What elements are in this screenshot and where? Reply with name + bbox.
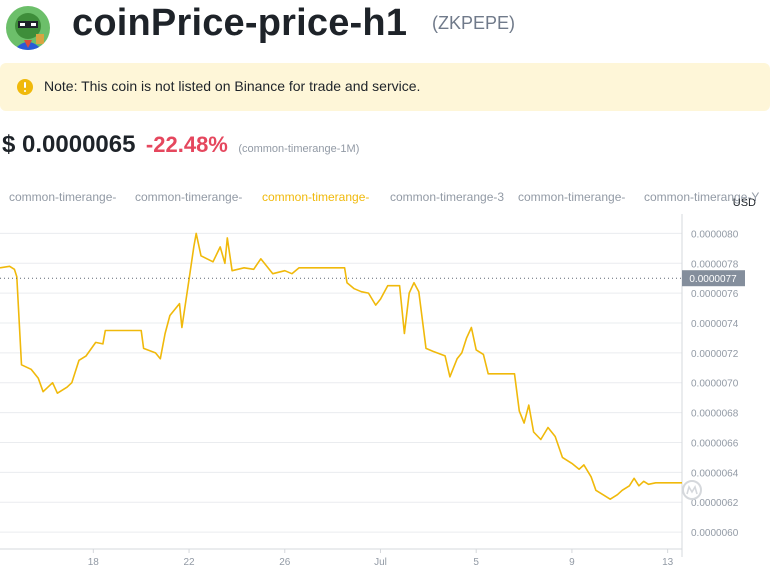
tab-timerange-2[interactable]: common-timerange- xyxy=(135,190,243,204)
watermark-ring xyxy=(682,480,702,500)
x-tick-label: 22 xyxy=(183,557,195,568)
current-price: $ 0.0000065 xyxy=(2,131,136,158)
y-axis: 0.0000060 0.0000062 0.0000064 0.0000066 0.00… xyxy=(691,229,739,539)
y-tick-label: 0.0000062 xyxy=(691,498,739,509)
chart-grid xyxy=(0,214,683,557)
y-tick-label: 0.0000064 xyxy=(691,468,739,479)
y-tick-label: 0.0000072 xyxy=(691,349,739,360)
y-tick-label: 0.0000076 xyxy=(691,289,739,300)
coin-logo-icon xyxy=(6,6,50,50)
page-title: coinPrice-price-h1 xyxy=(72,2,408,44)
price-chart[interactable]: 18 22 26 Jul 5 9 13 0.00000600.00000620.000006… xyxy=(0,212,783,575)
watermark-mark xyxy=(686,485,698,495)
x-tick-label: 26 xyxy=(279,557,291,568)
price-change-percent: -22.48% xyxy=(145,132,228,157)
y-tick-label: 0.0000078 xyxy=(691,259,739,270)
price-series xyxy=(0,232,682,500)
timerange-tabs: common-timerange- common-timerange- comm… xyxy=(0,190,765,208)
warning-icon xyxy=(17,79,33,95)
price-summary: $ 0.0000065 -22.48% (common-timerange-1M… xyxy=(2,131,359,161)
listing-note-banner: Note: This coin is not listed on Binance… xyxy=(0,63,770,111)
currency-label: USD xyxy=(732,197,756,209)
x-tick-label: 18 xyxy=(88,557,100,568)
y-tick-label: 0.0000080 xyxy=(691,229,739,240)
x-tick-label: Jul xyxy=(374,557,387,568)
x-tick-label: 13 xyxy=(662,557,674,568)
y-tick-label: 0.0000060 xyxy=(691,528,739,539)
current-price-tag-label: 0.0000077 xyxy=(689,274,737,285)
watermark-icon xyxy=(682,480,702,500)
coin-symbol: (ZKPEPE) xyxy=(432,13,516,33)
coin-header: coinPrice-price-h1 (ZKPEPE) xyxy=(0,0,783,56)
tab-timerange-1[interactable]: common-timerange- xyxy=(9,190,117,204)
tab-timerange-3[interactable]: common-timerange- xyxy=(262,190,370,204)
x-tick-label: 5 xyxy=(473,557,479,568)
y-tick-label: 0.0000074 xyxy=(691,319,739,330)
x-tick-label: 9 xyxy=(569,557,575,568)
tab-timerange-5[interactable]: common-timerange- xyxy=(518,190,626,204)
y-tick-label: 0.0000066 xyxy=(691,438,739,449)
y-tick-label: 0.0000068 xyxy=(691,409,739,420)
x-axis: 18 22 26 Jul 5 9 13 xyxy=(88,549,674,568)
tab-timerange-4[interactable]: common-timerange-3 xyxy=(390,190,505,204)
y-tick-label: 0.0000070 xyxy=(691,379,739,390)
current-price-tag-bg xyxy=(682,270,745,287)
price-change-range: (common-timerange-1M) xyxy=(238,143,360,155)
listing-note-text: Note: This coin is not listed on Binance… xyxy=(44,78,421,94)
tab-timerange-6[interactable]: common-timerange-Y xyxy=(644,190,760,204)
current-price-tag: 0.0000077 xyxy=(0,270,745,287)
series-line-0 xyxy=(0,232,682,500)
